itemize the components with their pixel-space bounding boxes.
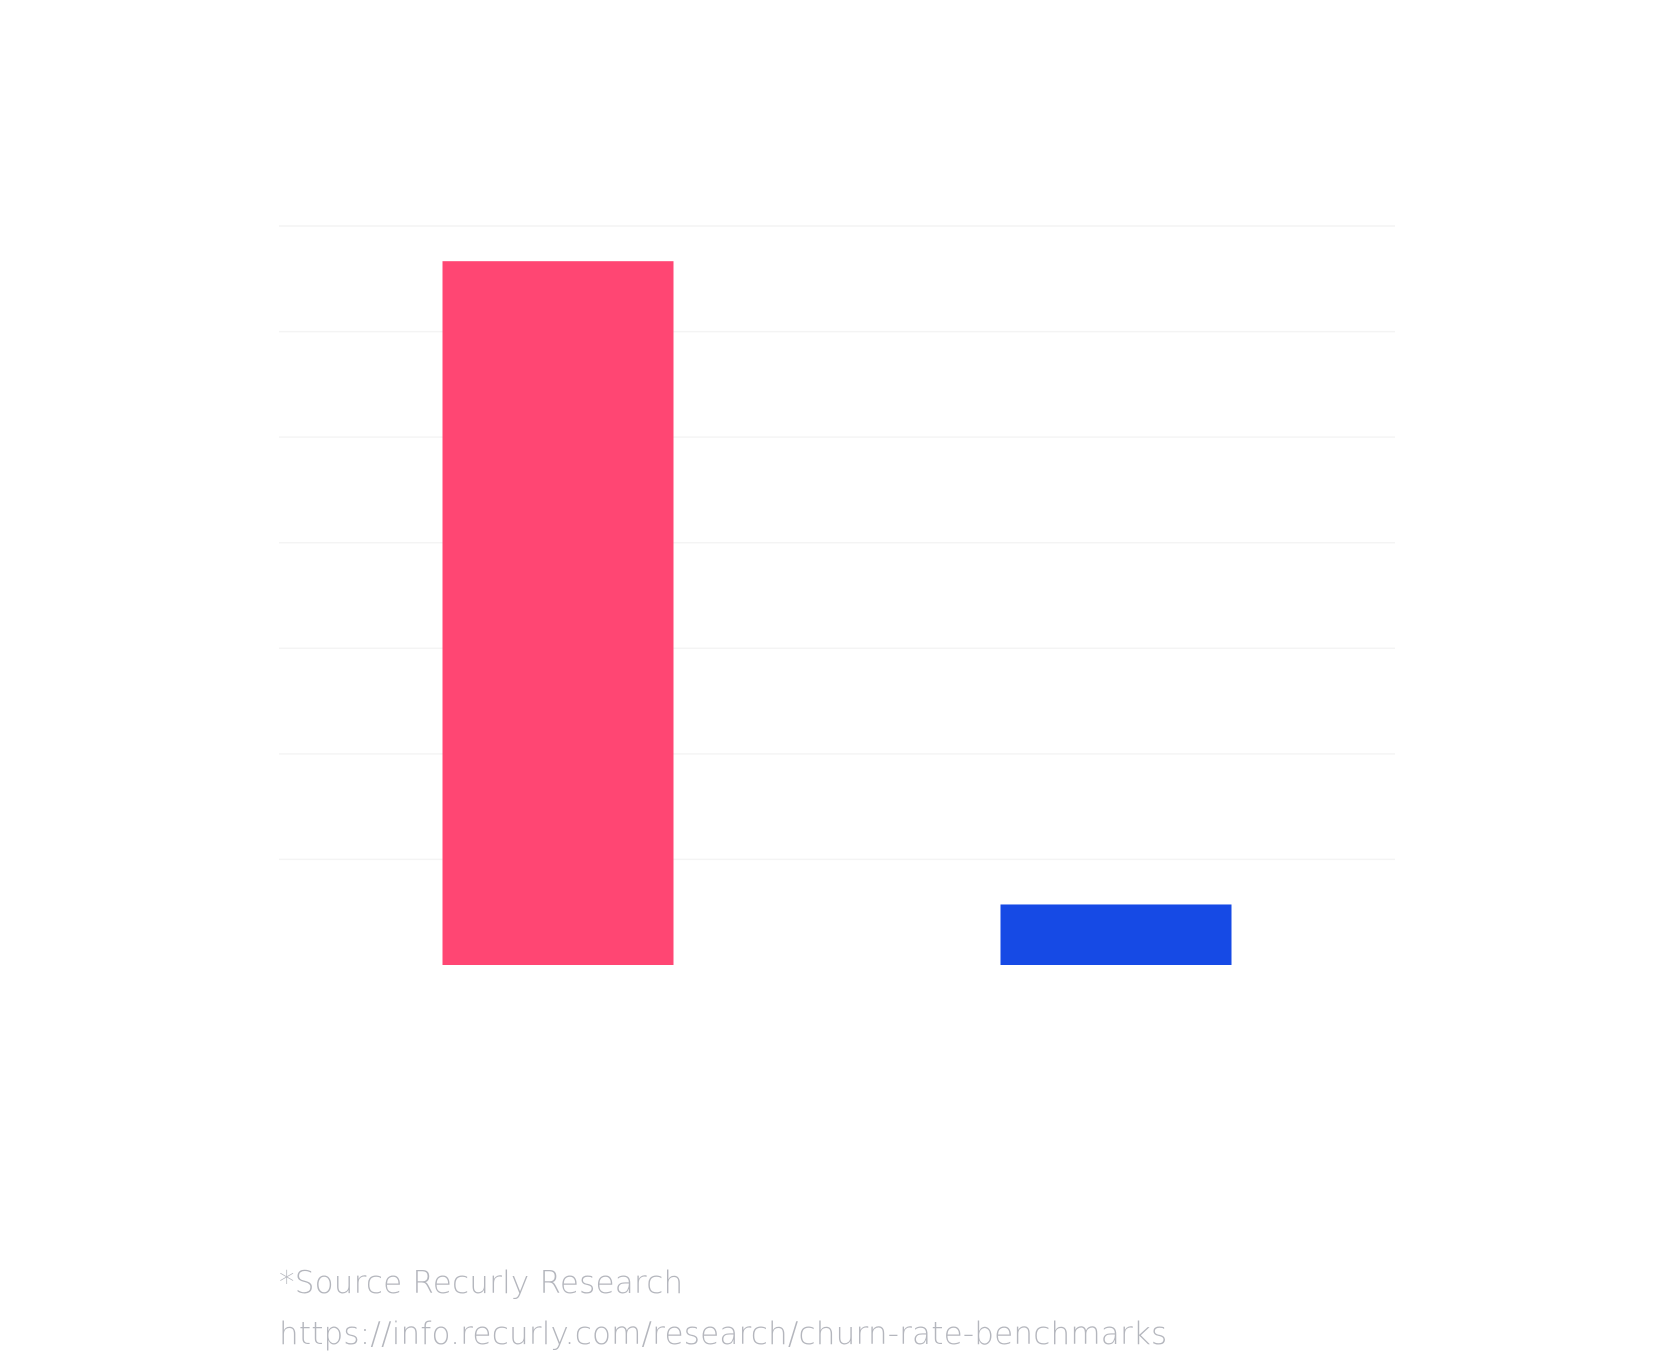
source-label: *Source Recurly Research xyxy=(279,1265,684,1301)
bars xyxy=(442,261,1232,965)
bar-1 xyxy=(442,261,674,965)
bar-2 xyxy=(1000,904,1232,965)
source-note: *Source Recurly Research https://info.re… xyxy=(279,1258,1167,1360)
source-url: https://info.recurly.com/research/churn-… xyxy=(279,1316,1168,1352)
